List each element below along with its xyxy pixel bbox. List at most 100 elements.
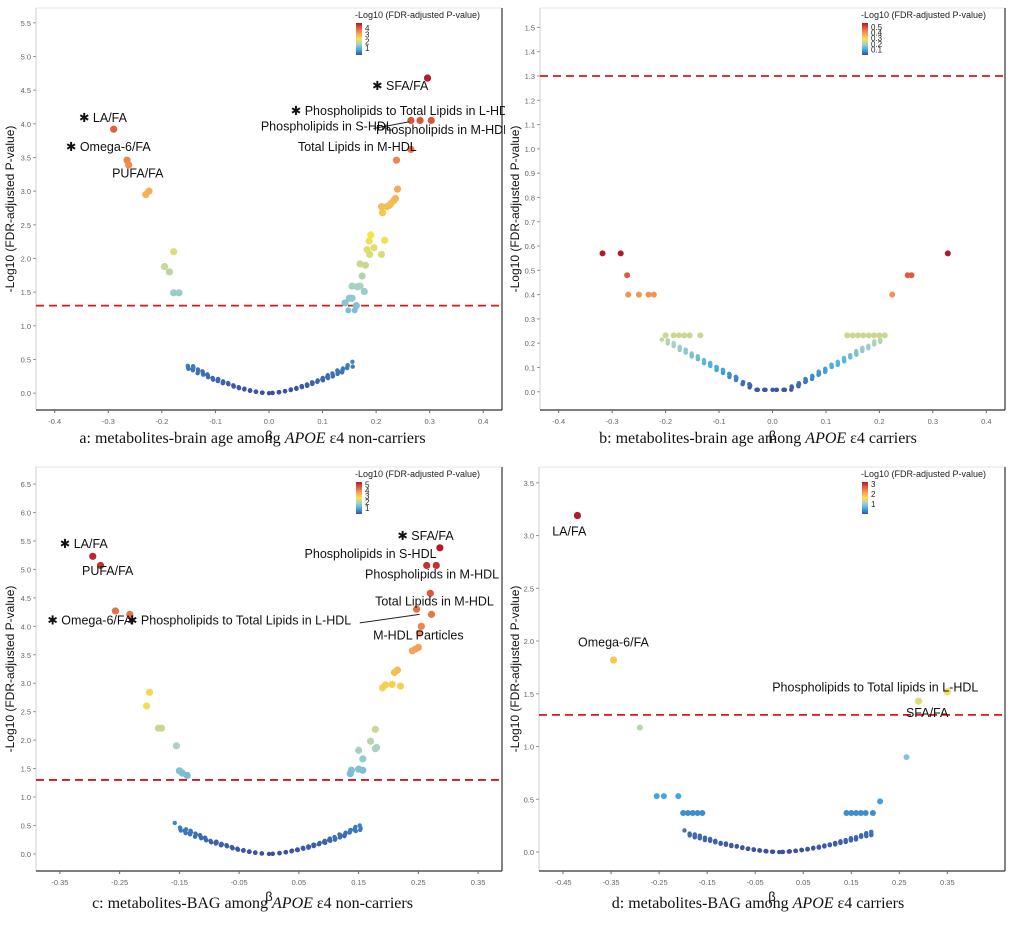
data-point [361,261,370,269]
data-point [713,840,718,845]
point-annotation: ✱ Phospholipids to Total Lipids in L-HDL [291,104,505,118]
data-point [665,339,670,344]
data-point [357,823,362,828]
data-point [707,361,713,367]
data-point [780,849,786,855]
panel-caption: b: metabolites-brain age among APOE ε4 c… [505,430,1011,448]
data-point [390,668,399,677]
label-leader-line [359,613,420,624]
caption-gene: APOE [272,895,313,912]
x-tick-label: 0.0 [767,417,777,426]
y-tick-label: 1.3 [525,72,535,81]
x-tick-label: 0.4 [478,417,488,426]
data-point [377,203,386,211]
data-point [740,845,745,851]
data-point [348,294,356,302]
data-point [680,809,687,816]
x-tick-label: 0.25 [892,878,907,887]
caption-text: a: metabolites-brain age among [79,430,285,447]
x-tick-label: -0.35 [603,878,620,887]
data-point [126,610,134,618]
point-annotation: ✱ Omega-6/FA [47,614,132,628]
panel-c: 0.0 0.5 1.0 1.5 2.0 2.5 3.0 3.5 4.0 4.5 5.0 5.5 6.0 6… [0,460,505,923]
data-point [843,809,850,816]
data-point [811,845,816,851]
x-tick-label: 0.15 [844,878,859,887]
y-tick-label: 0.5 [21,821,31,830]
legend-colorbar [862,482,868,514]
y-tick-label: 4.0 [21,120,31,129]
legend-tick-label: 3 [871,480,876,489]
data-point [660,793,667,800]
data-point [231,384,236,389]
data-point [270,390,275,396]
data-point [436,544,444,552]
data-point [371,725,379,733]
y-tick-label: 1.5 [525,23,535,32]
data-point [214,840,219,845]
data-point [747,382,752,387]
x-tick-label: -0.05 [231,878,248,887]
plot-frame [35,7,503,411]
y-tick-label: 0.5 [525,266,535,275]
y-tick-label: 0.0 [525,388,535,397]
data-point [186,366,191,372]
point-annotation: Phospholipids in M-HDL [365,568,499,582]
legend-tick-label: 1 [871,500,876,509]
data-point [822,843,827,848]
data-point [827,842,833,848]
data-point [335,368,340,373]
data-point [183,827,189,832]
data-point [860,332,867,339]
point-annotation: ✱ SFA/FA [372,79,429,93]
data-point [832,841,838,846]
x-tick-label: -0.2 [155,417,168,426]
data-point [356,282,364,290]
data-point [230,846,235,851]
caption-text: ε4 carriers [833,895,905,912]
y-tick-label: 2.5 [21,708,31,717]
data-point [872,339,877,344]
data-point [829,364,834,370]
y-tick-label: 0.0 [21,389,31,398]
x-tick-label: 0.2 [874,417,884,426]
legend-title: -Log10 (FDR-adjusted P-value) [861,10,986,20]
data-point [345,307,352,314]
y-tick-label: 4.0 [21,622,31,631]
data-point [853,837,859,842]
panel-a: 0.0 0.5 1.0 1.5 2.0 2.5 3.0 3.5 4.0 4.5 5.0 5.5 -0.4… [0,0,515,460]
data-point [330,371,335,376]
y-tick-label: 0.3 [525,315,535,324]
point-annotation: ✱ Phospholipids to Total Lipids in L-HDL [127,614,351,628]
data-point [858,834,864,840]
x-tick-label: 0.25 [411,878,426,887]
data-point [757,848,762,853]
x-tick-label: -0.4 [48,417,61,426]
data-point [747,385,752,390]
data-point [341,299,349,307]
data-point [636,724,643,731]
legend-tick-label: 0.2 [871,40,883,49]
data-point [763,848,768,854]
x-tick-label: 0.35 [471,878,486,887]
data-point [193,832,199,837]
data-point [943,688,951,696]
data-point [316,842,322,847]
x-tick-label: 0.3 [928,417,938,426]
data-point [142,702,151,710]
data-point [226,381,231,387]
data-point [687,833,692,838]
y-tick-label: 0.5 [524,795,534,804]
data-point [125,161,133,169]
data-point [242,386,247,391]
data-point [359,766,367,774]
data-point [881,332,888,339]
data-point [849,332,856,339]
panel-caption: d: metabolites-BAG among APOE ε4 carrier… [505,895,1011,913]
data-point [944,250,951,257]
point-annotation: PUFA/FA [112,167,164,181]
y-tick-label: 1.1 [525,121,535,130]
x-tick-label: -0.3 [102,417,115,426]
data-point [236,385,242,391]
data-point [762,387,767,393]
